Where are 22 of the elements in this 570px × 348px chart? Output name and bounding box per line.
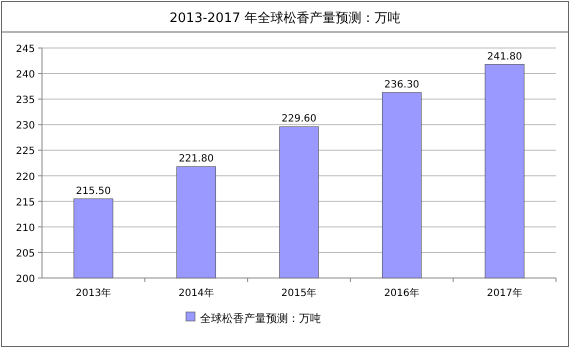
- data-label: 215.50: [76, 186, 111, 197]
- y-tick-label: 220: [16, 172, 35, 183]
- data-label: 229.60: [282, 114, 316, 125]
- data-label: 241.80: [487, 51, 522, 62]
- y-tick-label: 235: [16, 95, 35, 106]
- y-tick-label: 230: [16, 120, 35, 132]
- y-tick-label: 210: [16, 222, 35, 234]
- y-tick-label: 225: [16, 146, 35, 158]
- x-tick-label: 2016年: [384, 287, 420, 299]
- x-tick-label: 2015年: [281, 287, 317, 299]
- data-label: 221.80: [178, 154, 214, 165]
- data-label: 236.30: [384, 79, 420, 90]
- y-tick-label: 240: [16, 70, 35, 81]
- y-tick-label: 215: [16, 197, 35, 208]
- x-tick-label: 2013年: [76, 287, 112, 299]
- x-tick-label: 2014年: [178, 287, 214, 299]
- chart-title: 2013-2017 年全球松香产量预测：万吨: [170, 11, 400, 26]
- y-tick-label: 245: [16, 44, 35, 55]
- y-tick-label: 205: [16, 248, 35, 260]
- y-tick-label: 200: [16, 274, 35, 285]
- legend-label: 全球松香产量预测：万吨: [200, 312, 321, 325]
- x-tick-label: 2017年: [486, 287, 522, 299]
